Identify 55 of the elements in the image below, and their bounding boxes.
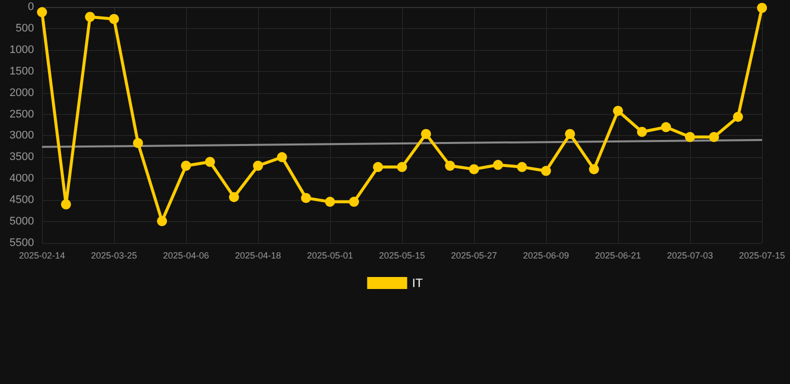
- y-tick-label: 4500: [10, 194, 34, 206]
- y-tick-label: 5500: [10, 237, 34, 249]
- point: [301, 192, 311, 203]
- point: [709, 132, 719, 142]
- point: [661, 122, 671, 132]
- point: [61, 199, 71, 210]
- point: [277, 152, 287, 162]
- point: [181, 160, 191, 171]
- point: [517, 162, 527, 172]
- x-tick-label: 2025-07-15: [738, 250, 786, 260]
- point: [757, 2, 767, 13]
- y-tick-label: 2500: [10, 108, 34, 120]
- y-tick-label: 1500: [10, 65, 34, 78]
- x-tick-label: 2025-03-25: [90, 250, 138, 260]
- x-tick-label: 2025-06-09: [522, 250, 570, 260]
- point: [589, 164, 599, 174]
- point: [541, 166, 551, 176]
- point: [685, 132, 695, 142]
- point: [253, 160, 263, 171]
- point: [325, 196, 335, 207]
- y-tick-label: 5000: [10, 216, 34, 228]
- point: [37, 7, 47, 18]
- point: [373, 162, 383, 172]
- point: [469, 164, 479, 174]
- x-tick-label: 2025-02-14: [18, 250, 66, 260]
- point: [493, 160, 503, 170]
- x-tick-label: 2025-04-06: [162, 250, 210, 260]
- point: [229, 192, 239, 202]
- point: [613, 106, 623, 116]
- point: [637, 126, 647, 137]
- x-tick-label: 2025-06-21: [594, 250, 642, 260]
- point: [421, 129, 431, 140]
- point: [109, 14, 119, 24]
- y-tick-label: 4000: [10, 172, 34, 185]
- x-tick-label: 2025-05-15: [378, 250, 426, 260]
- y-tick-label: 500: [16, 22, 34, 34]
- point: [157, 216, 167, 226]
- point: [445, 160, 455, 171]
- point: [85, 12, 95, 22]
- point: [205, 156, 215, 167]
- y-tick-label: 3500: [10, 151, 34, 164]
- y-tick-label: 0: [28, 1, 34, 13]
- point: [349, 196, 359, 207]
- point: [133, 138, 143, 148]
- y-tick-label: 2000: [10, 86, 34, 99]
- point: [397, 162, 407, 172]
- y-tick-label: 1000: [10, 44, 34, 56]
- y-tick-label: 3000: [10, 130, 34, 142]
- x-tick-label: 2025-05-27: [450, 250, 498, 260]
- x-tick-label: 2025-07-03: [666, 250, 714, 260]
- point: [565, 129, 575, 140]
- point: [733, 112, 743, 122]
- legend-label: IT: [412, 276, 424, 290]
- x-tick-label: 2025-04-18: [234, 250, 282, 260]
- x-tick-label: 2025-05-01: [306, 250, 354, 260]
